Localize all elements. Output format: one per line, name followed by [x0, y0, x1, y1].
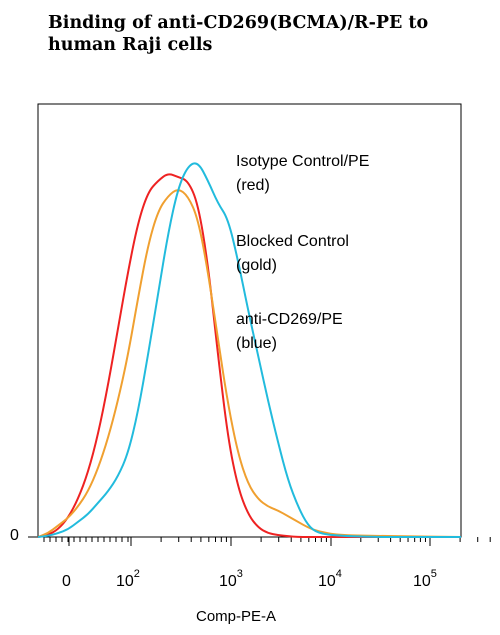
x-axis-ticks — [28, 536, 491, 546]
legend-item-3-line-2: (blue) — [236, 335, 277, 352]
x-tick-label-3: 104 — [318, 568, 342, 590]
chart-title-line-2: human Raji cells — [48, 35, 213, 55]
histogram-series-3 — [37, 162, 461, 538]
chart-title: Binding of anti-CD269(BCMA)/R-PE to huma… — [48, 12, 488, 56]
legend-item-3-line-1: anti-CD269/PE — [236, 311, 343, 328]
legend-item-1-line-1: Isotype Control/PE — [236, 153, 369, 170]
histogram-series-1 — [37, 173, 461, 538]
legend-item-2-line-2: (gold) — [236, 257, 277, 274]
x-tick-label-2: 103 — [219, 568, 243, 590]
x-tick-label-0: 0 — [62, 573, 71, 590]
y-axis-zero-label: 0 — [10, 527, 19, 544]
x-tick-label-4: 105 — [413, 568, 437, 590]
chart-title-line-1: Binding of anti-CD269(BCMA)/R-PE to — [48, 13, 429, 33]
legend-item-1-line-2: (red) — [236, 177, 270, 194]
plot-frame — [37, 103, 462, 538]
x-tick-label-1: 102 — [116, 568, 140, 590]
legend-item-2-line-1: Blocked Control — [236, 233, 349, 250]
histogram-curves — [37, 162, 462, 538]
histogram-series-2 — [37, 189, 462, 538]
x-axis-label: Comp-PE-A — [196, 608, 276, 625]
